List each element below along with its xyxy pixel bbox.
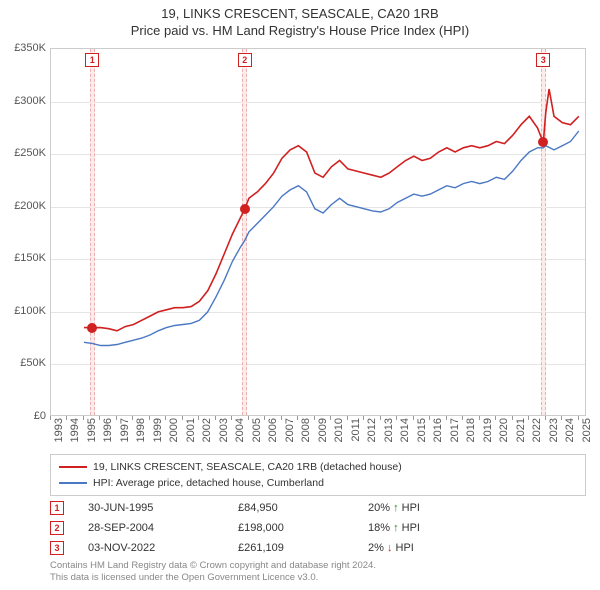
x-tick-label: 2025 [581, 418, 593, 448]
arrow-icon: ↑ [393, 502, 399, 514]
x-tick-label: 2015 [416, 418, 428, 448]
sale-suffix: HPI [402, 522, 420, 534]
x-tick-label: 2023 [548, 418, 560, 448]
x-tick-label: 1999 [152, 418, 164, 448]
x-tick-label: 1994 [69, 418, 81, 448]
sale-date: 28-SEP-2004 [88, 522, 238, 534]
y-tick-label: £100K [4, 305, 46, 317]
x-tick-label: 2000 [168, 418, 180, 448]
legend-swatch-hpi [59, 482, 87, 484]
legend-row-price-paid: 19, LINKS CRESCENT, SEASCALE, CA20 1RB (… [59, 459, 577, 475]
sale-marker-icon: 3 [50, 541, 64, 555]
sale-suffix: HPI [402, 502, 420, 514]
sale-dot [87, 323, 97, 333]
sale-marker-icon: 2 [50, 521, 64, 535]
arrow-icon: ↓ [387, 542, 393, 554]
sale-pct-value: 20% [368, 502, 390, 514]
x-tick-label: 1996 [102, 418, 114, 448]
y-tick-label: £50K [4, 357, 46, 369]
sale-price: £198,000 [238, 522, 368, 534]
x-tick-label: 2016 [432, 418, 444, 448]
x-tick-label: 2001 [185, 418, 197, 448]
x-tick-label: 2022 [531, 418, 543, 448]
sale-hpi-delta: 18% ↑ HPI [368, 522, 488, 534]
sales-row: 2 28-SEP-2004 £198,000 18% ↑ HPI [50, 518, 586, 538]
x-tick-label: 2004 [234, 418, 246, 448]
sale-pct-value: 18% [368, 522, 390, 534]
x-tick-label: 1997 [119, 418, 131, 448]
y-tick-label: £150K [4, 252, 46, 264]
sale-marker-box: 3 [536, 53, 550, 67]
legend-label-price-paid: 19, LINKS CRESCENT, SEASCALE, CA20 1RB (… [93, 461, 402, 473]
x-tick-label: 2005 [251, 418, 263, 448]
legend-row-hpi: HPI: Average price, detached house, Cumb… [59, 475, 577, 491]
x-tick-label: 2019 [482, 418, 494, 448]
x-tick-label: 2012 [366, 418, 378, 448]
x-tick-label: 2013 [383, 418, 395, 448]
x-tick-label: 2008 [300, 418, 312, 448]
attribution-footer: Contains HM Land Registry data © Crown c… [50, 560, 586, 584]
x-tick-label: 2003 [218, 418, 230, 448]
y-tick-label: £250K [4, 147, 46, 159]
chart-title-subtitle: Price paid vs. HM Land Registry's House … [0, 21, 600, 42]
sale-marker-icon: 1 [50, 501, 64, 515]
plot-area: 1 2 3 [50, 48, 586, 416]
sales-table: 1 30-JUN-1995 £84,950 20% ↑ HPI 2 28-SEP… [50, 498, 586, 558]
x-tick-label: 2009 [317, 418, 329, 448]
x-tick-label: 2011 [350, 418, 362, 448]
y-tick-label: £350K [4, 42, 46, 54]
footer-line-2: This data is licensed under the Open Gov… [50, 572, 586, 584]
x-tick-label: 2014 [399, 418, 411, 448]
series-line-price-paid [84, 89, 579, 331]
arrow-icon: ↑ [393, 522, 399, 534]
legend-swatch-price-paid [59, 466, 87, 468]
sale-hpi-delta: 2% ↓ HPI [368, 542, 488, 554]
x-tick-label: 2002 [201, 418, 213, 448]
sales-row: 3 03-NOV-2022 £261,109 2% ↓ HPI [50, 538, 586, 558]
y-tick-label: £300K [4, 95, 46, 107]
series-line-hpi [84, 131, 579, 346]
sale-marker-box: 1 [85, 53, 99, 67]
y-tick-label: £200K [4, 200, 46, 212]
line-series [51, 49, 587, 417]
x-tick-label: 1993 [53, 418, 65, 448]
sale-date: 03-NOV-2022 [88, 542, 238, 554]
sale-suffix: HPI [396, 542, 414, 554]
legend-label-hpi: HPI: Average price, detached house, Cumb… [93, 477, 324, 489]
x-tick-label: 2006 [267, 418, 279, 448]
legend: 19, LINKS CRESCENT, SEASCALE, CA20 1RB (… [50, 454, 586, 496]
footer-line-1: Contains HM Land Registry data © Crown c… [50, 560, 586, 572]
sales-row: 1 30-JUN-1995 £84,950 20% ↑ HPI [50, 498, 586, 518]
x-tick-label: 2018 [465, 418, 477, 448]
sale-price: £261,109 [238, 542, 368, 554]
sale-marker-box: 2 [238, 53, 252, 67]
y-tick-label: £0 [4, 410, 46, 422]
chart-title-address: 19, LINKS CRESCENT, SEASCALE, CA20 1RB [0, 0, 600, 21]
chart-container: 19, LINKS CRESCENT, SEASCALE, CA20 1RB P… [0, 0, 600, 590]
sale-hpi-delta: 20% ↑ HPI [368, 502, 488, 514]
sale-date: 30-JUN-1995 [88, 502, 238, 514]
x-tick-label: 2007 [284, 418, 296, 448]
x-tick-label: 2010 [333, 418, 345, 448]
x-tick-label: 1998 [135, 418, 147, 448]
x-tick-label: 2024 [564, 418, 576, 448]
x-tick-label: 1995 [86, 418, 98, 448]
sale-dot [538, 137, 548, 147]
x-tick-label: 2021 [515, 418, 527, 448]
sale-price: £84,950 [238, 502, 368, 514]
x-tick-label: 2020 [498, 418, 510, 448]
sale-dot [240, 204, 250, 214]
x-tick-label: 2017 [449, 418, 461, 448]
sale-pct-value: 2% [368, 542, 384, 554]
